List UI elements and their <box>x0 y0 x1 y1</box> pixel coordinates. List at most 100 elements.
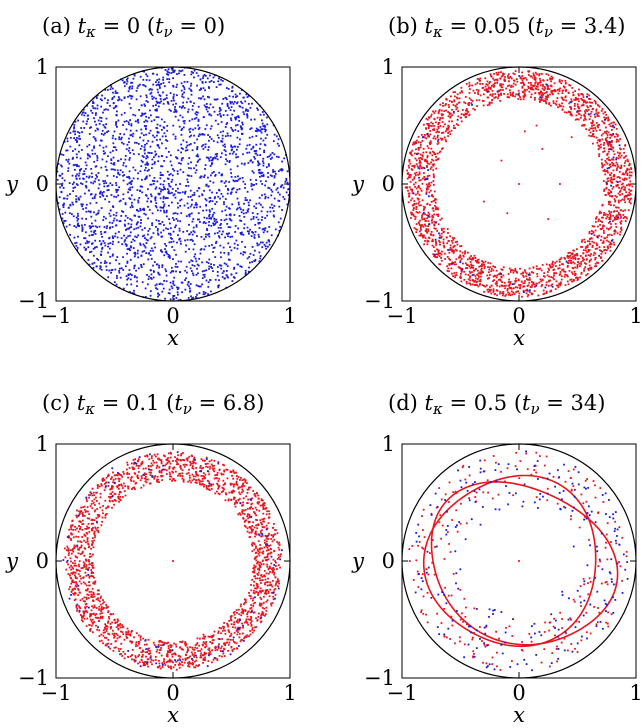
data-point <box>590 267 593 270</box>
data-point <box>459 116 462 119</box>
data-point <box>81 203 84 206</box>
data-point <box>493 279 496 282</box>
data-point <box>577 106 580 109</box>
data-point <box>545 102 548 105</box>
data-point <box>242 180 245 183</box>
data-point <box>273 153 276 156</box>
data-point <box>500 75 503 78</box>
data-point <box>465 83 468 85</box>
data-point <box>447 115 450 118</box>
data-point <box>77 119 79 122</box>
data-point <box>417 152 420 155</box>
data-point <box>72 156 74 159</box>
data-point <box>249 160 252 162</box>
data-point <box>612 150 615 153</box>
data-point <box>60 191 63 194</box>
data-point <box>237 156 239 158</box>
data-point <box>594 247 597 250</box>
data-point <box>166 197 169 199</box>
data-point <box>438 255 441 258</box>
data-point <box>276 187 279 190</box>
data-point <box>237 203 240 206</box>
data-point <box>486 277 489 280</box>
data-point <box>190 134 192 137</box>
data-point <box>186 202 189 205</box>
data-point <box>460 86 463 89</box>
data-point <box>118 271 121 274</box>
data-point <box>208 215 210 217</box>
data-point <box>426 122 428 125</box>
data-point <box>91 112 94 114</box>
data-point <box>227 235 229 238</box>
data-point <box>612 121 615 124</box>
data-point <box>170 72 173 74</box>
data-point <box>421 199 424 202</box>
data-point <box>133 239 136 242</box>
data-point <box>211 159 214 162</box>
data-point <box>479 282 481 285</box>
data-point <box>108 236 111 239</box>
data-point <box>252 146 254 149</box>
data-point <box>426 240 429 243</box>
data-point <box>69 145 72 148</box>
data-point <box>262 162 265 165</box>
data-point <box>95 96 98 98</box>
data-point <box>475 284 477 286</box>
data-point <box>177 234 179 237</box>
data-point <box>624 189 626 191</box>
data-point <box>275 188 278 191</box>
data-point <box>584 110 586 113</box>
data-point <box>589 104 592 107</box>
data-point <box>127 149 130 152</box>
data-point <box>510 84 513 87</box>
data-point <box>465 113 467 116</box>
data-point <box>85 207 87 209</box>
data-point <box>86 241 89 244</box>
data-point <box>606 143 609 145</box>
data-point <box>441 250 443 253</box>
data-point <box>204 81 207 84</box>
data-point <box>524 270 527 273</box>
data-point <box>59 174 62 177</box>
data-point <box>139 225 142 228</box>
data-point <box>195 155 198 157</box>
data-point <box>113 163 116 166</box>
data-point <box>435 167 438 170</box>
data-point <box>172 133 175 136</box>
data-point <box>516 80 519 83</box>
data-point <box>168 257 171 259</box>
data-point <box>583 269 585 272</box>
data-point <box>246 199 248 202</box>
data-point <box>180 106 183 109</box>
data-point <box>610 176 613 179</box>
data-point <box>199 133 202 136</box>
data-point <box>241 102 244 105</box>
data-point <box>547 218 550 220</box>
data-point <box>623 156 626 159</box>
data-point <box>212 213 214 216</box>
data-point <box>619 233 621 236</box>
data-point <box>162 91 164 94</box>
data-point <box>174 109 177 111</box>
data-point <box>154 187 157 190</box>
data-point <box>587 113 590 116</box>
data-point <box>121 171 124 174</box>
data-point <box>540 98 543 101</box>
data-point <box>460 277 462 279</box>
data-point <box>176 461 179 464</box>
data-point <box>521 71 524 74</box>
data-point <box>72 592 75 595</box>
data-point <box>617 165 620 168</box>
data-point <box>88 240 91 243</box>
data-point <box>241 106 244 109</box>
data-point <box>126 278 129 281</box>
data-point <box>180 198 183 201</box>
data-point <box>623 188 625 191</box>
data-point <box>61 217 64 220</box>
data-point <box>155 461 158 464</box>
data-point <box>591 240 594 243</box>
data-point <box>580 246 583 248</box>
data-point <box>87 189 90 192</box>
data-point <box>420 189 423 192</box>
data-point <box>214 196 216 199</box>
